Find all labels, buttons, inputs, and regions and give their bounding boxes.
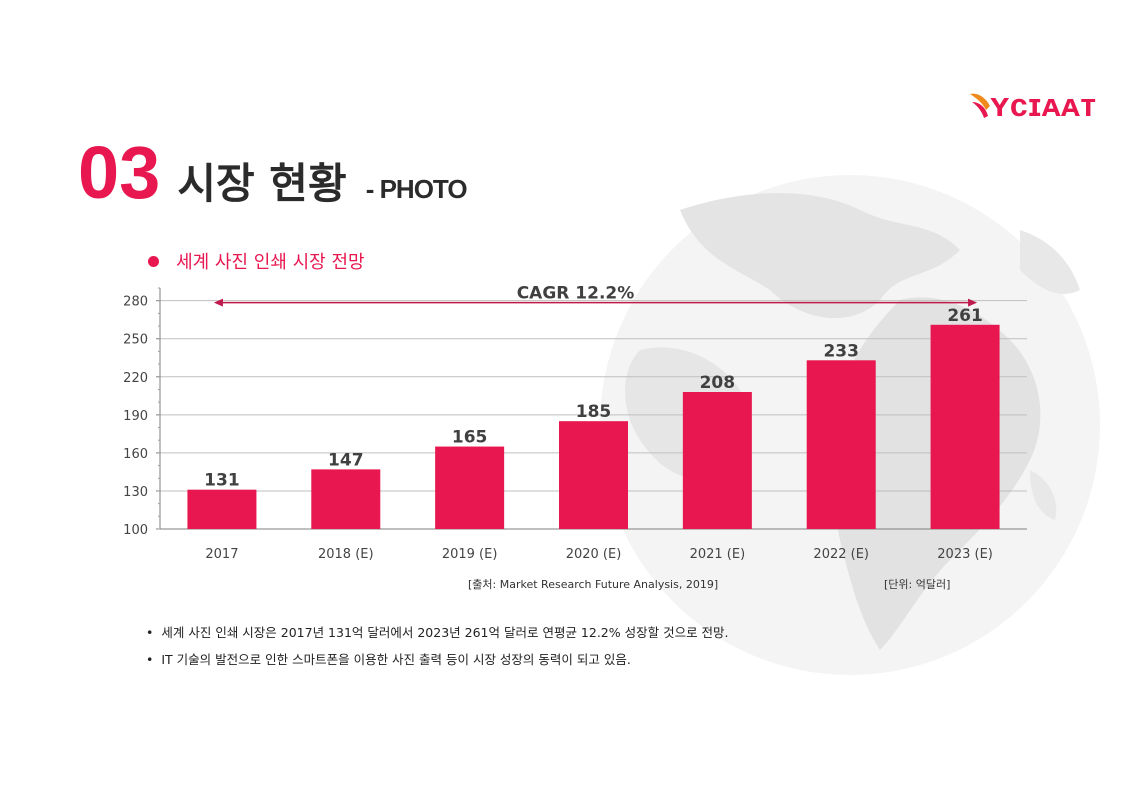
- section-label: 세계 사진 인쇄 시장 전망: [176, 252, 365, 273]
- cagr-arrow-left-icon: [213, 298, 223, 307]
- cagr-arrow-right-icon: [968, 298, 978, 307]
- note-item: • 세계 사진 인쇄 시장은 2017년 131억 달러에서 2023년 261억…: [146, 622, 729, 641]
- bar: [559, 421, 628, 529]
- section-heading: 세계 사진 인쇄 시장 전망: [148, 248, 365, 274]
- bar-value-label: 261: [947, 306, 983, 326]
- x-tick-label: 2020 (E): [566, 547, 622, 562]
- notes-list: • 세계 사진 인쇄 시장은 2017년 131억 달러에서 2023년 261억…: [146, 622, 729, 676]
- y-tick-label: 190: [123, 409, 148, 424]
- page-title: 03 시장 현황 - PHOTO: [78, 130, 468, 215]
- note-bullet: •: [146, 625, 154, 640]
- x-tick-label: 2017: [205, 547, 238, 562]
- y-tick-label: 250: [123, 333, 148, 348]
- ciaat-logo: ʏᴄɪᴀᴀᴛ: [968, 86, 1098, 132]
- title-subtitle: - PHOTO: [365, 174, 468, 204]
- note-bullet: •: [146, 652, 154, 667]
- bar: [806, 360, 876, 529]
- y-tick-label: 100: [123, 523, 148, 538]
- x-tick-label: 2022 (E): [813, 547, 869, 562]
- y-tick-label: 130: [123, 485, 148, 500]
- bar-value-label: 165: [452, 428, 488, 448]
- y-tick-label: 160: [123, 447, 148, 462]
- logo-mark-icon: [970, 93, 990, 118]
- x-tick-label: 2019 (E): [442, 547, 498, 562]
- bar: [311, 469, 381, 529]
- note-text: 세계 사진 인쇄 시장은 2017년 131억 달러에서 2023년 261억 …: [161, 625, 729, 640]
- note-item: • IT 기술의 발전으로 인한 스마트폰을 이용한 사진 출력 등이 시장 성장…: [146, 649, 729, 668]
- y-tick-label: 220: [123, 371, 148, 386]
- title-text: 시장 현황: [177, 159, 347, 208]
- bar: [682, 392, 752, 529]
- bar-value-label: 147: [328, 450, 364, 470]
- y-tick-label: 280: [123, 295, 148, 310]
- cagr-annotation: CAGR 12.2%: [517, 284, 635, 304]
- bar: [930, 324, 1000, 529]
- bar-value-label: 131: [204, 471, 240, 491]
- x-tick-label: 2021 (E): [690, 547, 746, 562]
- title-number: 03: [78, 131, 161, 214]
- bar-value-label: 208: [700, 373, 736, 393]
- bullet-dot-icon: [148, 255, 159, 267]
- x-tick-label: 2023 (E): [937, 547, 993, 562]
- unit-label: [단위: 억달러]: [884, 578, 951, 591]
- bar: [435, 446, 505, 529]
- bar-value-label: 185: [576, 402, 612, 422]
- bar: [187, 489, 257, 529]
- source-citation: [출처: Market Research Future Analysis, 20…: [468, 578, 719, 591]
- x-tick-label: 2018 (E): [318, 547, 374, 562]
- bar-value-label: 233: [823, 341, 859, 361]
- logo-text: ʏᴄɪᴀᴀᴛ: [990, 86, 1097, 124]
- bar-chart: 100 130 160 190 220 250 280 131 2017 147 2018 (E) 1…: [123, 284, 1027, 562]
- note-text: IT 기술의 발전으로 인한 스마트폰을 이용한 사진 출력 등이 시장 성장의…: [161, 652, 631, 667]
